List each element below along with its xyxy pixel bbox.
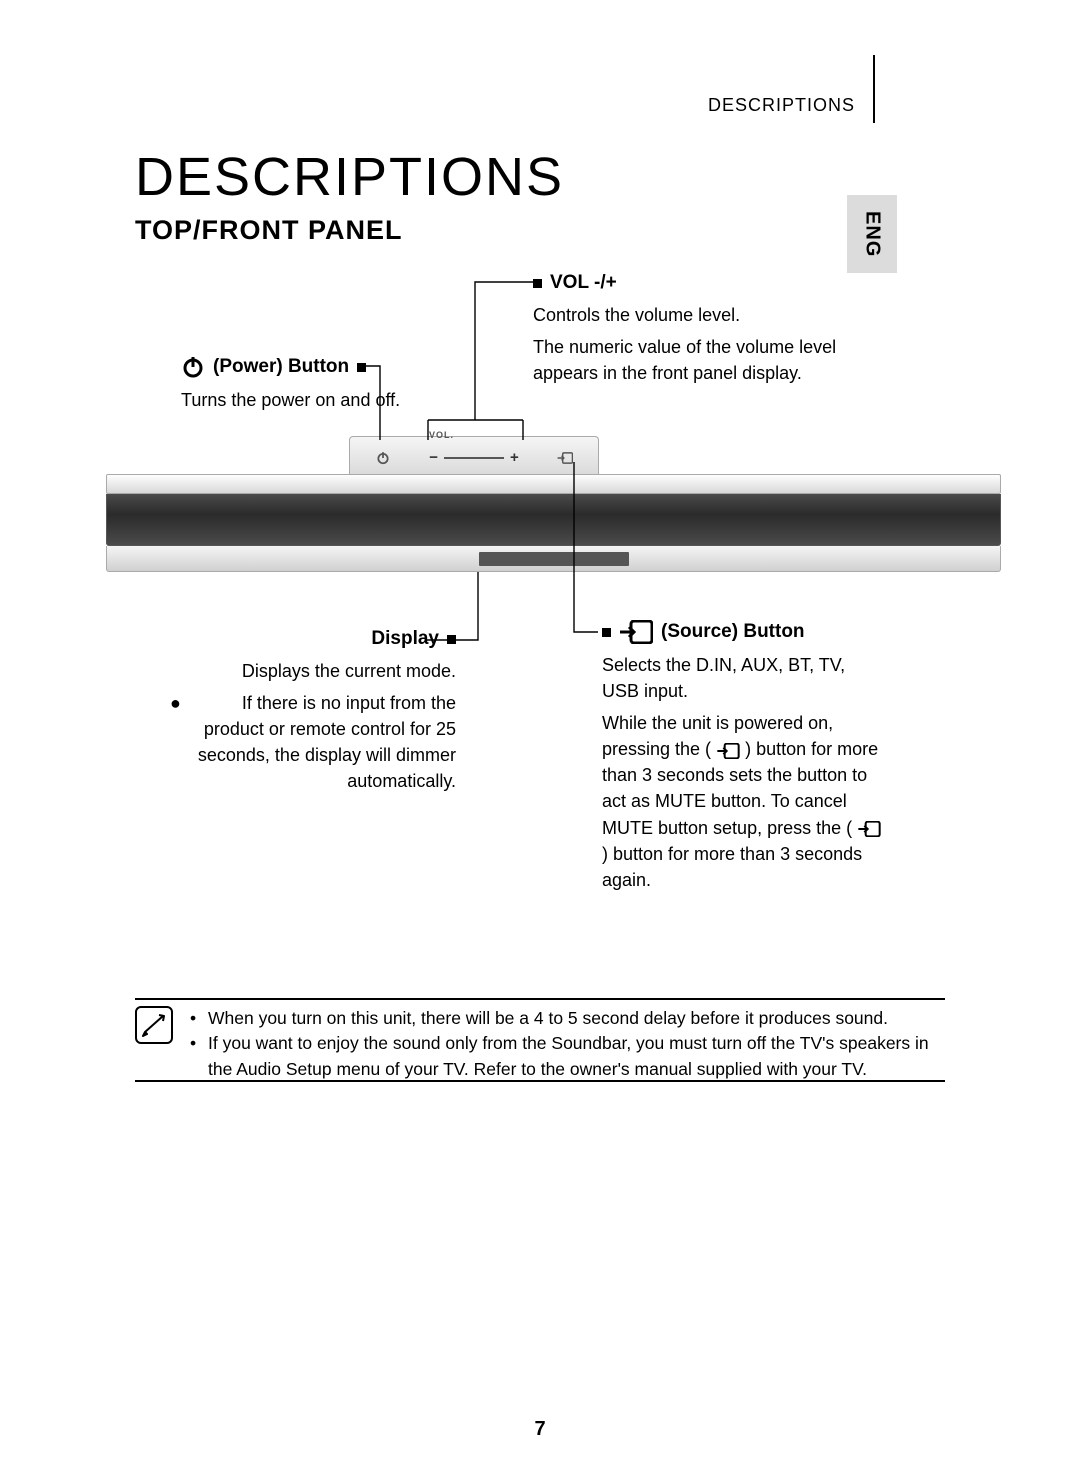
note-1: When you turn on this unit, there will b… [208,1006,888,1031]
volume-plus: + [510,449,519,466]
callout-power: (Power) Button Turns the power on and of… [181,355,441,413]
section-subtitle: TOP/FRONT PANEL [135,215,403,246]
callout-volume-text2: The numeric value of the volume level ap… [533,334,863,386]
note-2: If you want to enjoy the sound only from… [208,1031,940,1082]
soundbar-body [106,494,1001,546]
control-panel: − + [349,436,599,478]
callout-power-text: Turns the power on and off. [181,387,441,413]
callout-volume-label: VOL -/+ [550,272,617,294]
soundbar-diagram [106,474,1001,572]
source-icon-inline [857,821,881,837]
soundbar-top-edge [106,474,1001,494]
volume-minus: − [429,449,438,466]
callout-source-label: (Source) Button [661,621,805,643]
header-section-label: DESCRIPTIONS [708,95,855,116]
callout-display: Display Displays the current mode. ● If … [170,628,456,794]
notes-rule-bottom [135,1080,945,1082]
notes-rule-top [135,998,945,1000]
power-icon [181,355,205,379]
callout-display-text1: Displays the current mode. [170,658,456,684]
bullet-square [447,635,456,644]
notes-block: •When you turn on this unit, there will … [190,1006,940,1082]
note-icon [135,1006,173,1044]
callout-volume-text1: Controls the volume level. [533,302,863,328]
volume-slider-line [444,457,504,459]
callout-source-text2: While the unit is powered on, pressing t… [602,710,882,893]
callout-display-text2: If there is no input from the product or… [189,690,456,794]
power-button-icon [374,451,392,465]
page-title: DESCRIPTIONS [135,146,564,208]
bullet-square [533,279,542,288]
source-button-icon [556,451,574,465]
bullet-square [357,363,366,372]
language-code: ENG [861,211,884,257]
callout-source-text1: Selects the D.IN, AUX, BT, TV, USB input… [602,652,882,704]
page: DESCRIPTIONS DESCRIPTIONS TOP/FRONT PANE… [0,0,1080,1476]
source-icon [619,620,653,644]
volume-control: − + [429,449,519,466]
language-tab: ENG [847,195,897,273]
bullet-square [602,628,611,637]
callout-power-label: (Power) Button [213,356,349,378]
soundbar-front [106,546,1001,572]
callout-source: (Source) Button Selects the D.IN, AUX, B… [602,620,882,893]
volume-label: VOL. [429,430,454,440]
source-icon-inline [716,743,740,759]
header-divider [873,55,875,123]
callout-display-label: Display [371,628,439,650]
callout-volume: VOL -/+ Controls the volume level. The n… [533,272,863,386]
display-window [479,552,629,566]
page-number: 7 [0,1418,1080,1441]
bullet-dot: ● [170,690,181,716]
